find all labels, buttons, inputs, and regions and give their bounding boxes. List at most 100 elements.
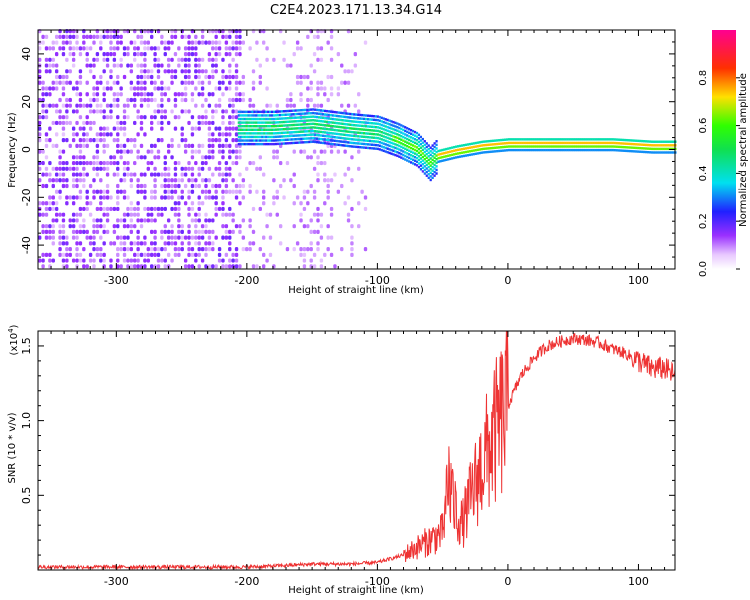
spectrogram-cell <box>556 138 560 141</box>
spectrogram-cell <box>261 201 266 206</box>
spectrogram-cell <box>269 110 272 114</box>
spectrogram-cell <box>153 218 157 223</box>
spectrogram-cell <box>275 155 279 160</box>
spectrogram-cell <box>166 172 171 177</box>
spectrogram-cell <box>44 63 49 68</box>
spectrogram-cell <box>288 134 291 138</box>
spectrogram-cell <box>361 124 364 128</box>
spectrogram-cell <box>160 92 164 97</box>
spectrogram-cell <box>116 74 120 80</box>
spectrogram-cell <box>308 115 311 119</box>
spectrogram-cell <box>75 235 79 240</box>
spectrogram-cell <box>564 148 567 152</box>
spectrogram-cell <box>274 135 278 139</box>
spectrogram-cell <box>584 148 587 152</box>
spectrogram-cell <box>136 247 140 252</box>
spectrogram-cell <box>58 229 62 235</box>
spectrogram-cell <box>211 132 215 137</box>
spectrogram-cell <box>241 195 246 200</box>
spectrogram-cell <box>306 74 310 80</box>
spectrogram-y-axis-label: Frequency (Hz) <box>7 112 18 188</box>
spectrogram-cell <box>166 86 171 91</box>
spectrogram-cell <box>153 46 157 51</box>
spectrogram-cell <box>517 148 520 152</box>
spectrogram-cell <box>116 138 120 143</box>
spectrogram-cell <box>513 145 516 148</box>
spectrogram-cell <box>173 241 178 246</box>
spectrogram-cell <box>136 92 140 97</box>
spectrogram-cell <box>251 128 254 131</box>
spectrogram-cell <box>160 80 164 85</box>
spectrogram-cell <box>641 147 644 150</box>
spectrogram-cell <box>296 134 299 137</box>
spectrogram-cell <box>390 148 393 152</box>
spectrogram-cell <box>319 149 324 154</box>
spectrogram-cell <box>65 40 69 45</box>
spectrogram-cell <box>275 212 279 217</box>
spectrogram-cell <box>109 51 113 57</box>
spectrogram-cell <box>582 141 585 145</box>
spectrogram-cell <box>224 172 229 177</box>
spectrogram-cell <box>95 138 100 143</box>
spectrogram-cell <box>390 134 393 137</box>
spectrogram-cell <box>170 189 174 194</box>
spectrogram-cell <box>511 148 515 152</box>
spectrogram-cell <box>126 172 130 177</box>
spectrogram-cell <box>129 80 134 85</box>
spectrogram-cell <box>419 150 423 153</box>
spectrogram-cell <box>415 142 419 146</box>
spectrogram-cell <box>331 139 334 142</box>
spectrogram-cell <box>71 57 76 62</box>
spectrogram-cell <box>290 123 293 127</box>
spectrogram-cell <box>228 212 232 217</box>
spectrogram-cell <box>255 132 258 135</box>
spectrogram-cell <box>562 145 565 148</box>
spectrogram-cell <box>419 146 423 149</box>
spectrogram-cell <box>286 109 289 113</box>
spectrogram-cell <box>396 151 399 154</box>
spectrogram-cell <box>51 46 55 51</box>
spectrogram-cell <box>357 92 361 97</box>
spectrogram-cell <box>245 132 248 135</box>
spectrogram-cell <box>533 148 536 152</box>
spectrogram-cell <box>71 109 76 114</box>
colorbar-tick-label: 0.0 <box>698 261 709 277</box>
spectrogram-cell <box>237 128 240 131</box>
spectrogram-cell <box>494 139 497 142</box>
spectrogram-cell <box>435 157 438 161</box>
spectrogram-cell <box>500 149 503 153</box>
spectrogram-cell <box>65 97 69 103</box>
spectrogram-cell <box>337 140 340 143</box>
spectrogram-cell <box>197 57 201 62</box>
spectrogram-cell <box>68 46 72 51</box>
spectrogram-cell <box>249 121 252 124</box>
spectrogram-cell <box>329 139 332 142</box>
spectrogram-cell <box>85 160 89 166</box>
spectrogram-cell <box>360 189 364 194</box>
spectrogram-x-tick-label: -200 <box>234 274 259 287</box>
spectrogram-cell <box>234 86 239 91</box>
spectrogram-cell <box>346 80 351 85</box>
spectrogram-cell <box>82 224 86 229</box>
spectrogram-cell <box>666 140 669 143</box>
spectrogram-cell <box>78 252 83 257</box>
spectrogram-cell <box>126 160 130 166</box>
spectrogram-cell <box>237 114 240 117</box>
spectrogram-cell <box>464 154 468 157</box>
spectrogram-cell <box>427 147 430 151</box>
spectrogram-cell <box>337 143 340 147</box>
spectrogram-cell <box>51 224 55 229</box>
spectrogram-cell <box>112 46 117 51</box>
spectrogram-cell <box>290 127 293 130</box>
spectrogram-cell <box>105 206 110 212</box>
spectrogram-cell <box>149 172 154 177</box>
spectrogram-cell <box>599 141 603 145</box>
spectrogram-cell <box>149 80 154 85</box>
spectrogram-cell <box>65 258 69 263</box>
spectrogram-cell <box>470 142 473 145</box>
spectrogram-cell <box>88 69 93 74</box>
spectrogram-cell <box>549 141 552 145</box>
spectrogram-cell <box>276 135 280 138</box>
spectrogram-cell <box>82 34 86 39</box>
spectrogram-cell <box>400 138 403 141</box>
